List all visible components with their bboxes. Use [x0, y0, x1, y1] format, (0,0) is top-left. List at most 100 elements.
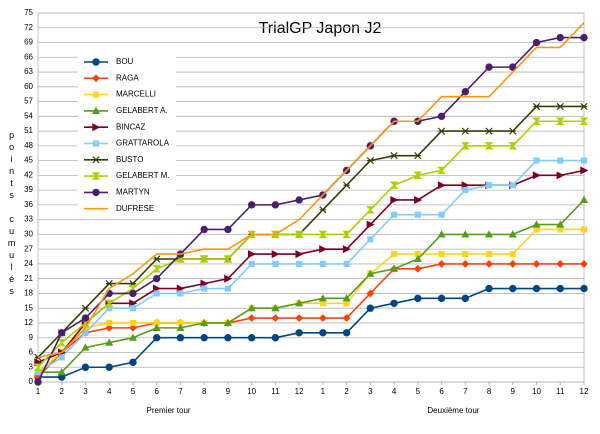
marker: [81, 363, 90, 371]
x-tick-label: 6: [154, 387, 159, 396]
marker: [485, 284, 493, 293]
x-tick-label: 4: [107, 387, 112, 396]
marker: [223, 255, 233, 263]
marker: [391, 211, 398, 218]
marker: [508, 260, 517, 268]
chart-title: TrialGP Japon J2: [259, 20, 382, 37]
marker: [128, 333, 138, 341]
marker: [556, 102, 564, 111]
marker: [391, 251, 398, 258]
series: [37, 22, 585, 359]
y-tick-label: 12: [24, 318, 33, 327]
marker: [413, 264, 422, 273]
marker: [366, 269, 375, 277]
y-tick-label: 18: [24, 289, 33, 298]
marker: [556, 220, 565, 228]
marker: [414, 152, 422, 160]
marker: [580, 226, 588, 233]
marker: [92, 156, 100, 164]
marker: [461, 294, 470, 303]
y-tick-label: 66: [24, 52, 33, 61]
marker: [319, 329, 327, 337]
marker: [129, 299, 138, 308]
marker: [152, 334, 161, 342]
y-tick-label: 48: [24, 141, 33, 150]
x-tick-label: 1: [321, 387, 326, 396]
marker: [390, 152, 398, 160]
marker: [224, 274, 233, 283]
marker: [318, 314, 327, 322]
marker: [319, 300, 326, 307]
marker: [92, 91, 100, 98]
marker: [247, 314, 256, 322]
marker: [460, 142, 470, 150]
marker: [580, 284, 588, 293]
marker: [461, 88, 470, 96]
marker: [532, 284, 541, 293]
marker: [152, 284, 162, 293]
marker: [557, 157, 564, 164]
legend-label: RAGA: [116, 73, 139, 82]
marker: [508, 230, 517, 238]
marker: [533, 226, 540, 233]
marker: [461, 230, 470, 238]
marker: [437, 260, 446, 268]
marker: [105, 323, 114, 332]
marker: [532, 38, 541, 47]
marker: [366, 220, 375, 229]
marker: [129, 305, 137, 312]
marker: [271, 250, 280, 259]
legend-label: BUSTO: [116, 155, 143, 164]
x-group-label: Premier tour: [147, 406, 191, 415]
y-tick-label: 15: [24, 303, 33, 312]
marker: [92, 74, 100, 83]
y-tick-label: 6: [29, 348, 34, 357]
marker: [342, 329, 351, 337]
marker: [271, 314, 280, 322]
marker: [295, 250, 304, 259]
marker: [389, 181, 399, 189]
marker: [318, 230, 328, 239]
legend-label: GELABERT M.: [116, 171, 170, 180]
marker: [462, 187, 469, 194]
marker: [437, 294, 446, 303]
marker: [413, 171, 423, 180]
y-axis-label: points cumulés: [7, 130, 17, 298]
marker: [556, 284, 564, 293]
marker: [272, 260, 279, 267]
marker: [437, 166, 446, 175]
x-group-label: Deuxième tour: [427, 406, 479, 415]
marker: [247, 303, 256, 312]
x-tick-label: 12: [295, 387, 304, 396]
x-tick-label: 7: [463, 387, 468, 396]
marker: [485, 182, 493, 189]
marker: [462, 251, 469, 258]
marker: [200, 334, 208, 342]
y-tick-label: 69: [24, 38, 33, 47]
y-tick-label: 45: [24, 156, 33, 165]
marker: [365, 206, 375, 214]
marker: [129, 323, 137, 332]
x-tick-label: 4: [392, 387, 397, 396]
marker: [105, 338, 114, 346]
marker: [81, 304, 90, 312]
y-tick-label: 9: [29, 333, 34, 342]
marker: [437, 181, 446, 190]
marker: [555, 117, 565, 125]
marker: [224, 334, 232, 342]
marker: [509, 284, 517, 293]
marker: [271, 334, 280, 342]
marker: [82, 329, 89, 336]
x-tick-label: 5: [131, 387, 136, 396]
marker: [200, 318, 209, 327]
marker: [343, 260, 350, 267]
marker: [484, 230, 494, 238]
x-tick-label: 3: [368, 387, 373, 396]
marker: [556, 33, 564, 42]
marker: [91, 106, 101, 114]
marker: [58, 329, 66, 337]
series-line: [37, 228, 584, 373]
marker: [580, 166, 589, 175]
marker: [438, 251, 445, 258]
marker: [509, 63, 517, 71]
